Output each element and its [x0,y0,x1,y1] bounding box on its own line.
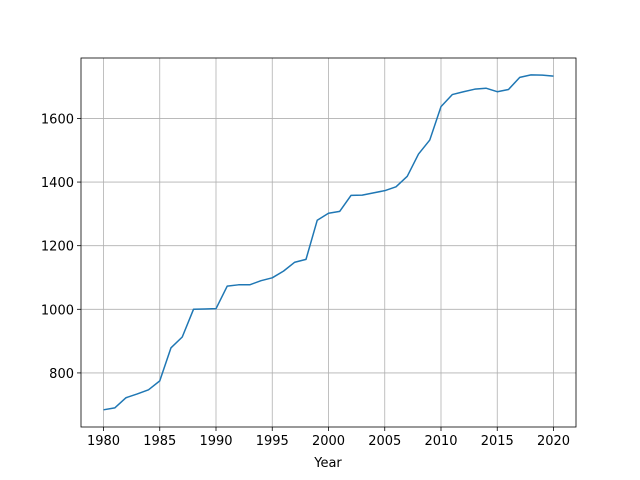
x-tick-label: 1995 [256,434,289,449]
x-tick-label: 2020 [537,434,570,449]
plot-frame [80,57,577,428]
y-tick-label: 1200 [41,240,74,255]
x-tick-label: 2000 [312,434,345,449]
x-tick-label: 2015 [481,434,514,449]
y-tick-label: 1000 [41,303,74,318]
data-line [103,74,554,411]
x-tick-label: 2010 [424,434,457,449]
y-tick-label: 1400 [41,176,74,191]
x-tick-label: 1985 [143,434,176,449]
x-tick-label: 1980 [87,434,120,449]
x-tick-label: 1990 [199,434,232,449]
x-tick-label: 2005 [368,434,401,449]
y-tick-label: 1600 [41,112,74,127]
y-tick-label: 800 [49,367,74,382]
x-axis-label: Year [313,456,342,471]
